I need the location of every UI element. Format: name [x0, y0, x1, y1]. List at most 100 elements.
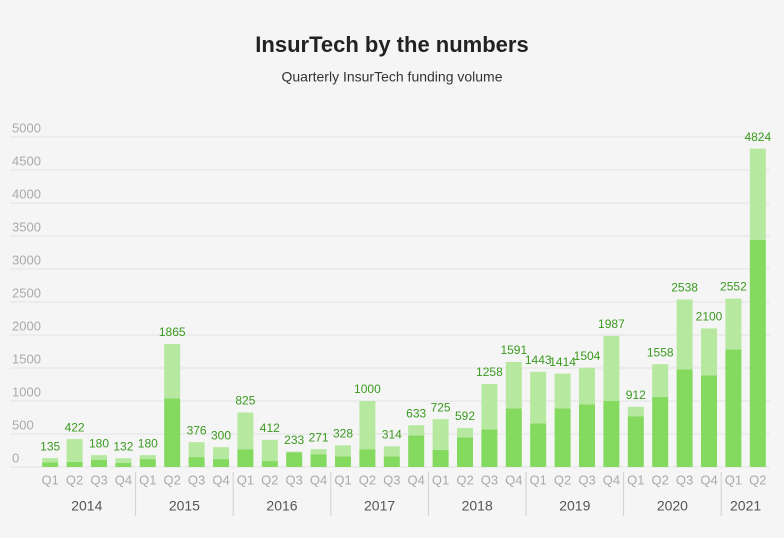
bar-segment	[408, 425, 425, 436]
y-tick-label: 1000	[12, 384, 41, 399]
y-tick-label: 2500	[12, 285, 41, 300]
x-tick-label: Q2	[164, 472, 181, 487]
total-label: 132	[113, 439, 133, 453]
total-label: 412	[260, 421, 280, 435]
bar-segment	[530, 371, 547, 424]
bar-segment	[432, 419, 449, 450]
bar-segment	[139, 459, 156, 467]
year-label: 2017	[364, 498, 395, 514]
x-tick-label: Q1	[139, 472, 156, 487]
x-tick-label: Q2	[261, 472, 278, 487]
x-tick-label: Q4	[115, 472, 132, 487]
y-tick-label: 4500	[12, 153, 41, 168]
bar-segment	[115, 458, 132, 464]
x-tick-label: Q3	[188, 472, 205, 487]
x-tick-label: Q4	[603, 472, 620, 487]
bar-segment	[603, 335, 620, 401]
bar-segment	[725, 298, 742, 350]
total-label: 1987	[598, 317, 625, 331]
year-label: 2016	[266, 498, 297, 514]
bar-segment	[42, 462, 59, 467]
total-label: 1504	[574, 349, 601, 363]
x-tick-label: Q3	[481, 472, 498, 487]
total-label: 912	[626, 388, 646, 402]
bar-segment	[66, 439, 83, 462]
x-tick-label: Q4	[310, 472, 327, 487]
bar-segment	[481, 383, 498, 430]
total-label: 825	[235, 394, 255, 408]
year-label: 2014	[71, 498, 102, 514]
x-tick-label: Q4	[505, 472, 522, 487]
total-label: 1591	[500, 343, 527, 357]
total-label: 271	[309, 430, 329, 444]
x-tick-label: Q3	[383, 472, 400, 487]
x-tick-label: Q1	[530, 472, 547, 487]
year-label: 2021	[730, 498, 761, 514]
x-tick-label: Q3	[286, 472, 303, 487]
x-tick-label: Q4	[700, 472, 717, 487]
bar-segment	[676, 299, 693, 370]
y-tick-label: 0	[12, 450, 19, 465]
total-label: 328	[333, 427, 353, 441]
bar-segment	[505, 408, 522, 467]
bar-segment	[91, 455, 107, 460]
bar-segment	[213, 447, 229, 460]
bar-segment	[627, 406, 644, 417]
bar-segment	[603, 401, 620, 467]
bar-segment	[66, 461, 83, 467]
bar-segment	[261, 461, 278, 467]
bar-segment	[213, 459, 229, 467]
bar-segment	[188, 457, 205, 467]
bar-segment	[652, 397, 669, 467]
total-label: 633	[406, 406, 426, 420]
y-tick-label: 500	[12, 417, 34, 432]
y-tick-label: 2000	[12, 318, 41, 333]
x-tick-label: Q4	[408, 472, 425, 487]
bar-segment	[359, 401, 376, 450]
bar-segment	[676, 369, 693, 467]
bar-segment	[164, 398, 181, 467]
bar-segment	[457, 427, 473, 438]
year-label: 2019	[559, 498, 590, 514]
bar-segment	[554, 408, 571, 467]
x-tick-label: Q2	[456, 472, 473, 487]
bar-segment	[188, 442, 205, 458]
total-label: 180	[89, 436, 109, 450]
bar-segment	[310, 454, 327, 467]
bar-segment	[383, 456, 400, 467]
x-tick-label: Q3	[578, 472, 595, 487]
y-tick-label: 3000	[12, 252, 41, 267]
y-tick-label: 3500	[12, 219, 41, 234]
chart-title: InsurTech by the numbers	[255, 32, 528, 57]
x-tick-label: Q2	[359, 472, 376, 487]
bar-segment	[237, 449, 254, 467]
bar-segment	[359, 449, 376, 467]
bar-segment	[286, 451, 303, 453]
x-tick-label: Q1	[42, 472, 59, 487]
total-label: 376	[187, 423, 207, 437]
y-tick-label: 4000	[12, 186, 41, 201]
x-tick-label: Q3	[90, 472, 107, 487]
bar-segment	[701, 328, 717, 376]
bar-segment	[164, 343, 181, 399]
x-tick-label: Q2	[749, 472, 766, 487]
bar-segment	[530, 423, 547, 467]
total-label: 1865	[159, 325, 186, 339]
x-tick-label: Q1	[725, 472, 742, 487]
y-tick-label: 5000	[12, 120, 41, 135]
year-label: 2018	[462, 498, 493, 514]
bar-segment	[91, 459, 107, 467]
bar-segment	[335, 456, 351, 467]
bar-segment	[579, 404, 595, 467]
total-label: 135	[40, 439, 60, 453]
x-tick-label: Q1	[432, 472, 449, 487]
total-label: 725	[431, 400, 451, 414]
total-label: 2100	[696, 310, 723, 324]
bar-segment	[115, 463, 132, 467]
bar-segment	[408, 435, 425, 467]
year-label: 2020	[657, 498, 688, 514]
bar-segment	[554, 373, 571, 409]
bar-segment	[286, 452, 303, 467]
bar-segment	[749, 239, 766, 467]
